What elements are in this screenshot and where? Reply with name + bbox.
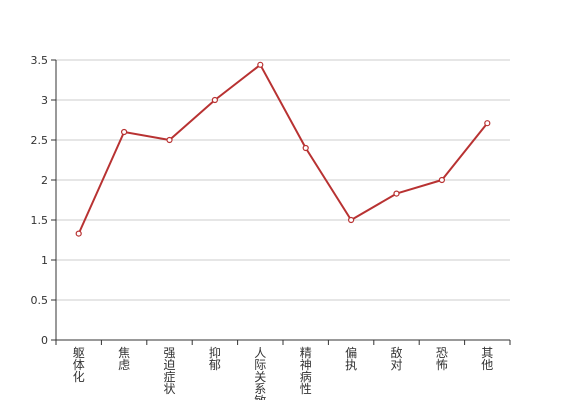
x-tick-label: 躯体化 (73, 345, 85, 384)
data-point (120, 128, 128, 136)
series-line (77, 63, 489, 235)
x-tick-label: 其他 (481, 346, 493, 372)
data-points (75, 61, 491, 237)
y-tick-label: 1.5 (31, 214, 49, 227)
data-point (166, 136, 173, 144)
data-point (393, 190, 400, 197)
y-tick-label: 3.5 (31, 54, 49, 67)
y-tick-label: 2.5 (31, 134, 49, 147)
x-tick-label: 焦虑 (118, 346, 130, 372)
data-point (257, 61, 264, 68)
y-tick-label: 3 (41, 94, 48, 107)
y-axis-ticks: 0 0.5 1 1.5 2 2.5 3 3.5 (31, 54, 56, 347)
grid-lines (56, 59, 510, 301)
x-tick-label: 人际关系敏感 (254, 346, 266, 400)
x-tick-label: 精神病性 (300, 346, 312, 396)
axes (55, 60, 510, 341)
x-tick-label: 恐怖 (436, 346, 448, 372)
data-point (438, 176, 445, 184)
y-tick-label: 2 (41, 174, 48, 187)
x-tick-label: 敌对 (390, 345, 402, 372)
data-point (484, 120, 491, 127)
data-point (211, 96, 218, 104)
data-point (302, 144, 309, 152)
x-axis-ticks: 躯体化 焦虑 强迫症状 抑郁 人际关系敏感 精神病性 偏执 敌对 恐怖 其他 (55, 340, 511, 400)
x-tick-label: 强迫症状 (163, 346, 175, 396)
data-point (75, 230, 82, 237)
y-tick-label: 0.5 (31, 294, 49, 307)
series-line (77, 63, 489, 235)
y-tick-label: 1 (41, 254, 48, 267)
x-tick-label: 偏执 (345, 345, 357, 372)
y-tick-label: 0 (41, 334, 48, 347)
x-tick-label: 抑郁 (209, 345, 221, 372)
data-point (348, 216, 355, 224)
